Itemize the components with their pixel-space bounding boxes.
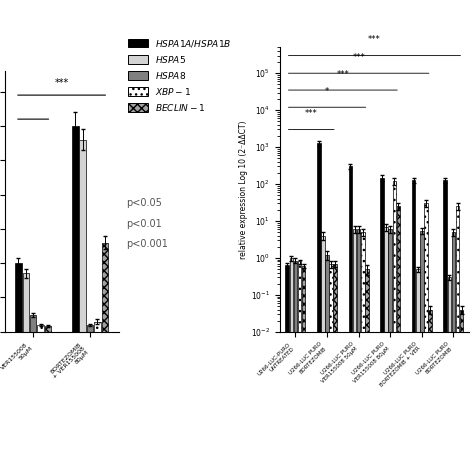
Text: p<0.01: p<0.01	[126, 219, 162, 228]
Bar	[353, 229, 356, 474]
Bar	[397, 206, 400, 474]
Bar	[23, 273, 29, 332]
Bar	[325, 255, 329, 474]
Bar	[456, 206, 459, 474]
Bar	[30, 315, 36, 332]
Bar	[334, 264, 337, 474]
Bar	[460, 310, 464, 474]
Bar	[420, 230, 424, 474]
Bar	[329, 264, 333, 474]
Text: ***: ***	[368, 36, 381, 45]
Bar	[94, 321, 100, 332]
Bar	[424, 203, 428, 474]
Text: ***: ***	[305, 109, 318, 118]
Bar	[290, 258, 293, 474]
Text: p<0.001: p<0.001	[126, 239, 168, 249]
Bar	[365, 269, 369, 474]
Bar	[412, 180, 415, 474]
Bar	[294, 261, 297, 474]
Bar	[357, 229, 360, 474]
Y-axis label: relative expression Log 10 (2⁻ΔΔCT): relative expression Log 10 (2⁻ΔΔCT)	[239, 120, 248, 259]
Bar	[392, 181, 396, 474]
Bar	[101, 243, 108, 332]
Bar	[452, 232, 455, 474]
Bar	[72, 126, 79, 332]
Legend: $\it{HSPA1A}$/$\it{HSPA1B}$, $\it{HSPA5}$, $\it{HSPA8}$, $\it{XBP-1}$, $\it{BECL: $\it{HSPA1A}$/$\it{HSPA1B}$, $\it{HSPA5}…	[128, 38, 231, 112]
Bar	[444, 180, 447, 474]
Bar	[384, 227, 388, 474]
Bar	[45, 326, 51, 332]
Bar	[389, 229, 392, 474]
Bar	[361, 232, 365, 474]
Bar	[15, 263, 22, 332]
Bar	[428, 310, 432, 474]
Text: ***: ***	[337, 70, 349, 79]
Text: ***: ***	[55, 78, 69, 88]
Bar	[416, 269, 419, 474]
Bar	[298, 262, 301, 474]
Bar	[380, 178, 384, 474]
Text: *: *	[325, 87, 329, 96]
Bar	[447, 277, 451, 474]
Bar	[80, 140, 86, 332]
Text: p<0.05: p<0.05	[126, 198, 162, 208]
Bar	[349, 166, 352, 474]
Bar	[37, 325, 44, 332]
Bar	[317, 143, 320, 474]
Bar	[285, 265, 289, 474]
Bar	[302, 266, 305, 474]
Bar	[321, 236, 325, 474]
Text: ***: ***	[352, 53, 365, 62]
Bar	[87, 325, 93, 332]
